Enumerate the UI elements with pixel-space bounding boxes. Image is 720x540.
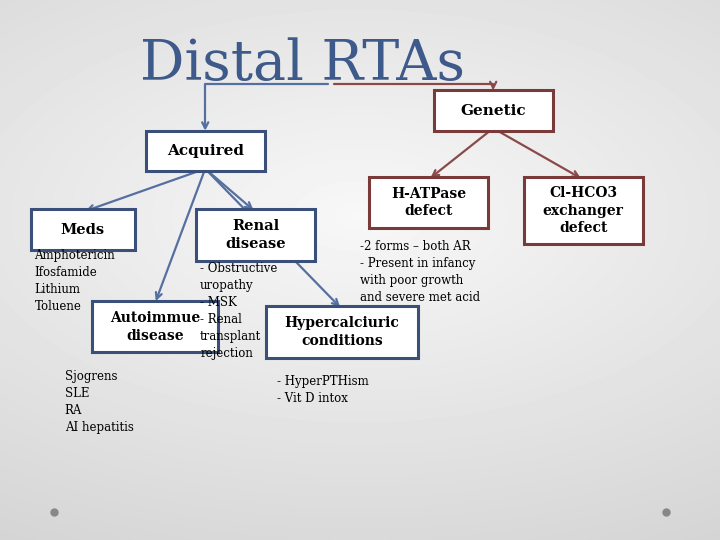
Text: Sjogrens
SLE
RA
AI hepatitis: Sjogrens SLE RA AI hepatitis [65,370,134,434]
FancyBboxPatch shape [30,210,135,249]
FancyBboxPatch shape [266,306,418,357]
FancyBboxPatch shape [524,177,643,244]
FancyBboxPatch shape [433,90,553,131]
Text: Meds: Meds [60,222,105,237]
Text: H-ATPase
defect: H-ATPase defect [391,187,466,218]
Text: - Obstructive
uropathy
- MSK
- Renal
transplant
rejection: - Obstructive uropathy - MSK - Renal tra… [200,262,277,360]
FancyBboxPatch shape [369,177,488,228]
Text: Hypercalciuric
conditions: Hypercalciuric conditions [284,316,400,348]
Text: - HyperPTHism
- Vit D intox: - HyperPTHism - Vit D intox [277,375,369,406]
Text: -2 forms – both AR
- Present in infancy
with poor growth
and severe met acid: -2 forms – both AR - Present in infancy … [360,240,480,305]
Text: Renal
disease: Renal disease [225,219,286,251]
Text: Autoimmue
disease: Autoimmue disease [109,311,200,342]
Text: Genetic: Genetic [460,104,526,118]
Text: Cl-HCO3
exchanger
defect: Cl-HCO3 exchanger defect [543,186,624,235]
Text: Distal RTAs: Distal RTAs [140,37,465,92]
FancyBboxPatch shape [196,210,315,261]
Text: Acquired: Acquired [167,144,243,158]
Text: Amphotericin
Ifosfamide
Lithium
Toluene: Amphotericin Ifosfamide Lithium Toluene [35,249,115,314]
FancyBboxPatch shape [145,131,265,172]
FancyBboxPatch shape [92,301,217,352]
